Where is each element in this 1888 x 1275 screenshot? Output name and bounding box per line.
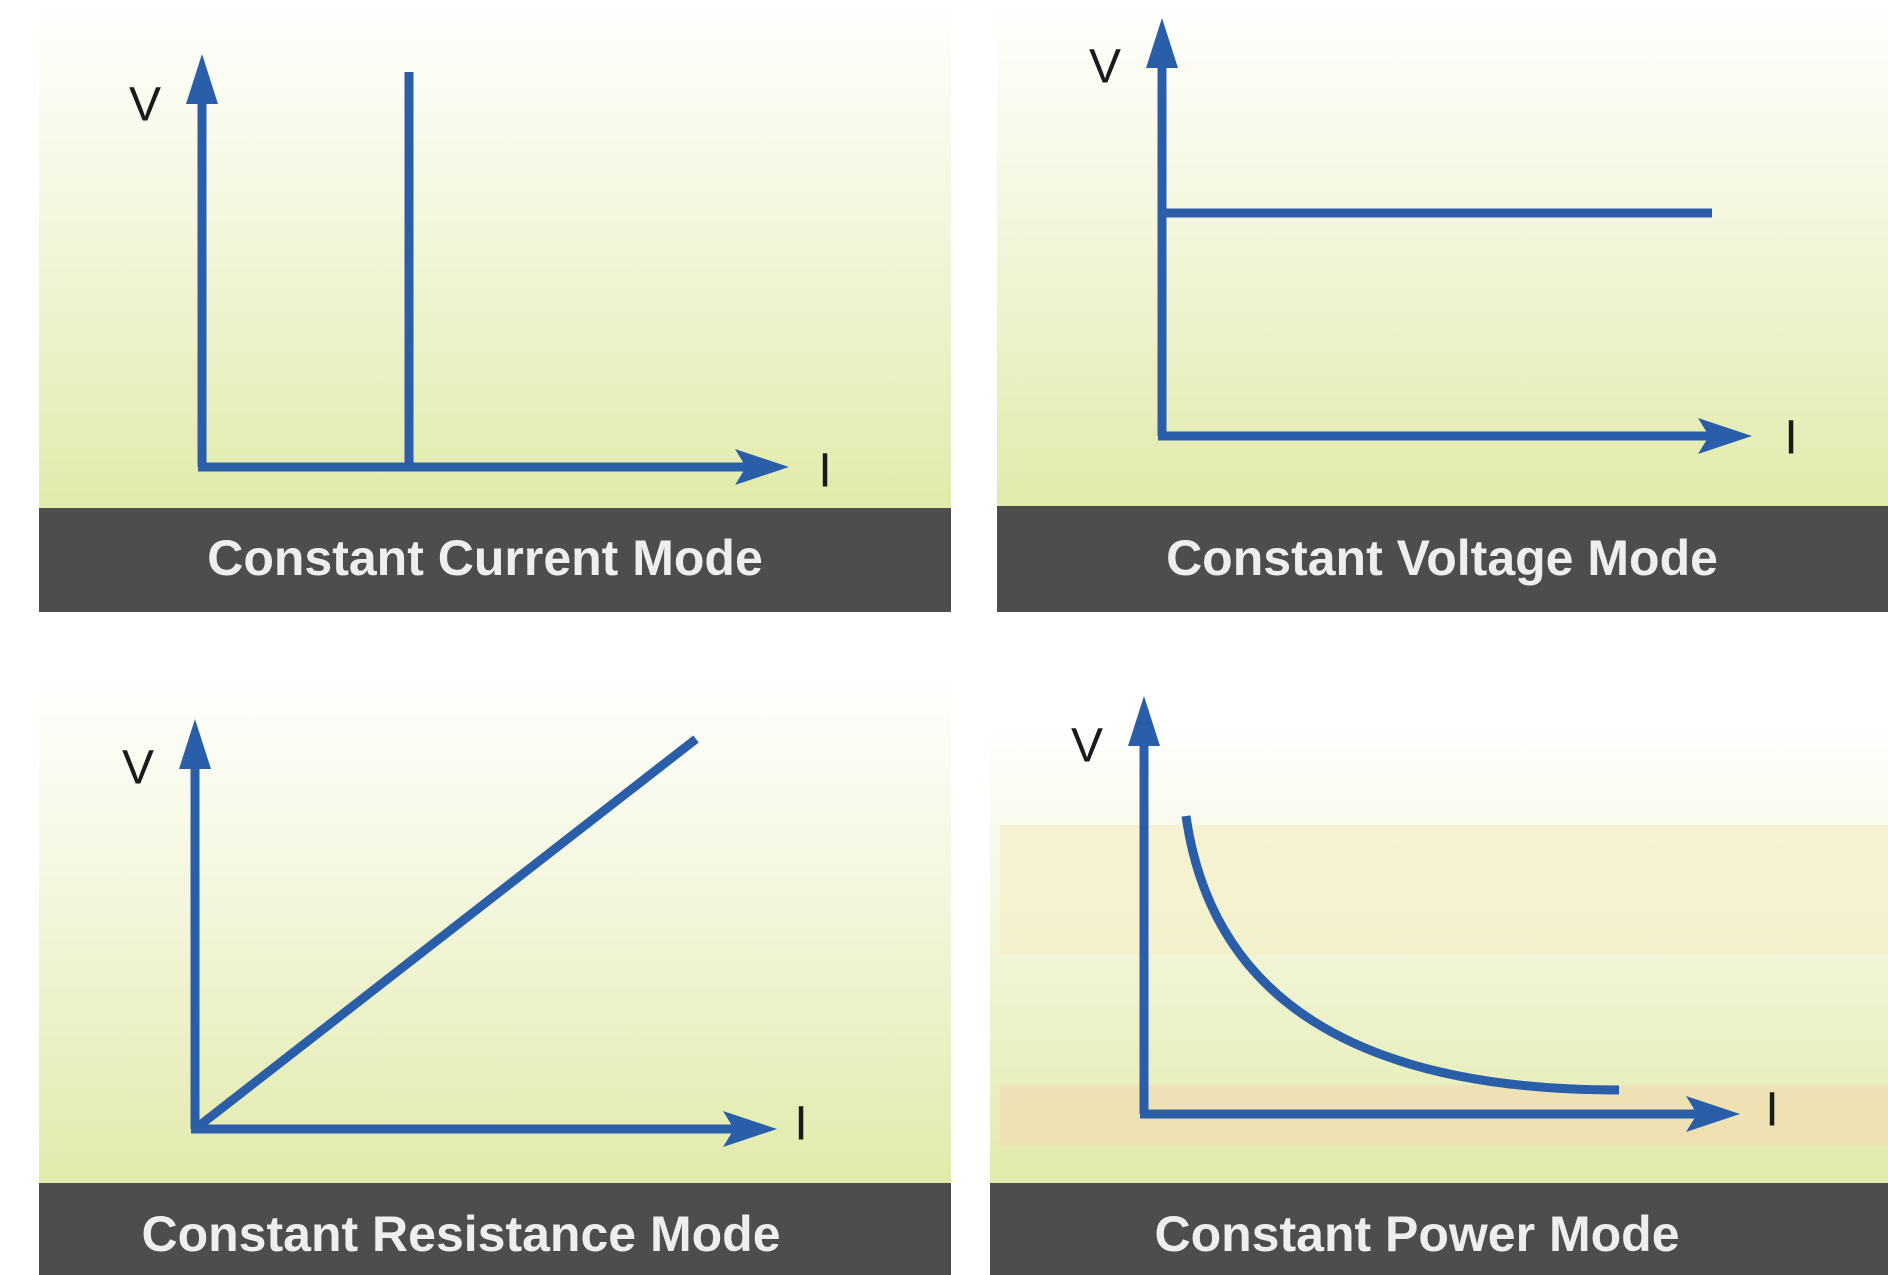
panel-background [39, 674, 951, 1183]
caption: Constant Power Mode [1154, 1206, 1679, 1262]
caption-bar [997, 506, 1888, 612]
panel: Constant Current Mode V I [39, 0, 951, 612]
y-label: V [129, 79, 161, 132]
x-label: I [818, 445, 831, 498]
caption: Constant Voltage Mode [1166, 530, 1718, 586]
caption: Constant Current Mode [207, 530, 763, 586]
arrow-head [1146, 18, 1178, 68]
x-label: I [1784, 412, 1797, 465]
x-label: I [1765, 1084, 1778, 1137]
y-label: V [122, 742, 154, 795]
panel: Constant Power Mode V I [990, 696, 1888, 1275]
arrow-head [186, 54, 218, 104]
panel: Constant Resistance Mode V I [39, 674, 951, 1275]
arrow-head [735, 449, 789, 485]
panel-background [997, 0, 1888, 506]
arrow-head [1128, 696, 1160, 746]
y-label: V [1071, 720, 1103, 773]
x-label: I [794, 1098, 807, 1151]
arrow-head [1698, 418, 1752, 454]
caption-bar [990, 1183, 1888, 1275]
panel-background [39, 0, 951, 508]
caption-bar [39, 1183, 951, 1275]
panel-band [1000, 825, 1888, 955]
arrow-head [179, 719, 211, 769]
panel: Constant Voltage Mode V I [997, 0, 1888, 612]
curve [192, 735, 699, 1133]
arrow-head [1686, 1096, 1740, 1132]
caption: Constant Resistance Mode [141, 1206, 780, 1262]
arrow-head [723, 1111, 777, 1147]
y-label: V [1089, 41, 1121, 94]
caption-bar [39, 508, 951, 612]
curve [1181, 815, 1620, 1095]
